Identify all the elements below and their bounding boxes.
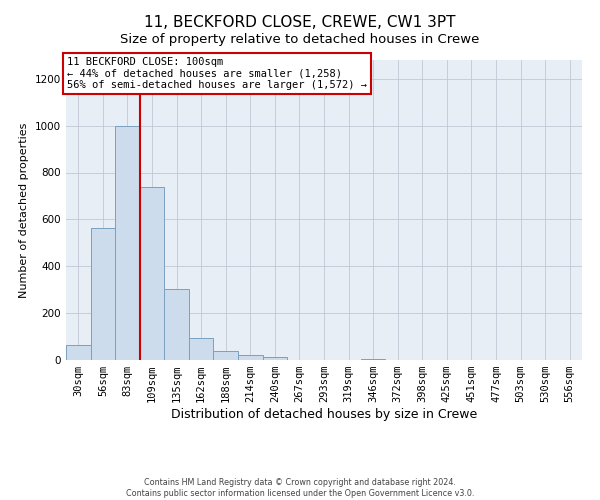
Text: Size of property relative to detached houses in Crewe: Size of property relative to detached ho… [121, 32, 479, 46]
Bar [238, 356, 263, 360]
Y-axis label: Number of detached properties: Number of detached properties [19, 122, 29, 298]
Bar [214, 350, 238, 360]
X-axis label: Distribution of detached houses by size in Crewe: Distribution of detached houses by size … [171, 408, 477, 421]
Text: Contains HM Land Registry data © Crown copyright and database right 2024.
Contai: Contains HM Land Registry data © Crown c… [126, 478, 474, 498]
Bar [91, 228, 115, 360]
Bar [115, 126, 140, 360]
Bar [66, 345, 91, 360]
Bar [164, 288, 189, 360]
Text: 11 BECKFORD CLOSE: 100sqm
← 44% of detached houses are smaller (1,258)
56% of se: 11 BECKFORD CLOSE: 100sqm ← 44% of detac… [67, 57, 367, 90]
Bar [140, 186, 164, 360]
Bar [361, 359, 385, 360]
Bar [189, 338, 214, 360]
Bar [263, 357, 287, 360]
Text: 11, BECKFORD CLOSE, CREWE, CW1 3PT: 11, BECKFORD CLOSE, CREWE, CW1 3PT [144, 15, 456, 30]
